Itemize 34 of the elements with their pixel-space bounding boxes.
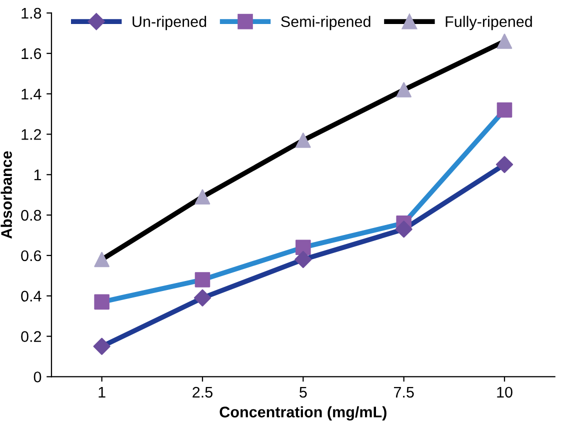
x-tick-label: 5	[300, 386, 307, 398]
y-tick-label: 0.6	[21, 250, 42, 262]
point	[94, 294, 110, 310]
point	[194, 289, 212, 306]
point	[296, 132, 311, 148]
point	[194, 272, 210, 288]
legend-label: Un-ripened	[132, 16, 206, 30]
legend-label: Fully-ripened	[446, 16, 532, 30]
y-tick-label: 1.4	[22, 88, 42, 100]
x-tick-label: 1	[98, 386, 106, 398]
y-tick-label: 1.6	[22, 48, 42, 60]
y-tick-label: 1.2	[22, 129, 41, 140]
point	[395, 220, 412, 238]
point	[496, 156, 514, 174]
y-tick-label: 0.8	[21, 210, 42, 221]
point	[294, 250, 312, 268]
y-tick-label: 1.8	[22, 8, 42, 19]
point	[93, 338, 110, 355]
point	[496, 102, 512, 118]
x-tick-label: 10	[497, 386, 512, 398]
y-axis-title: Absorbance	[0, 151, 12, 239]
y-tick-label: 1	[34, 170, 42, 180]
x-axis-title: Concentration (mg/mL)	[220, 406, 386, 421]
x-tick-label: 2.5	[192, 386, 212, 398]
y-tick-label: 0	[34, 372, 42, 382]
point	[194, 189, 210, 205]
y-tick-label: 0.2	[21, 331, 41, 342]
point	[296, 240, 311, 256]
legend-label: Semi-ripened	[281, 16, 370, 30]
y-tick-label: 0.4	[21, 290, 42, 302]
point	[496, 34, 512, 49]
point	[396, 82, 412, 98]
x-tick-label: 7.5	[394, 386, 414, 398]
point	[94, 252, 110, 268]
